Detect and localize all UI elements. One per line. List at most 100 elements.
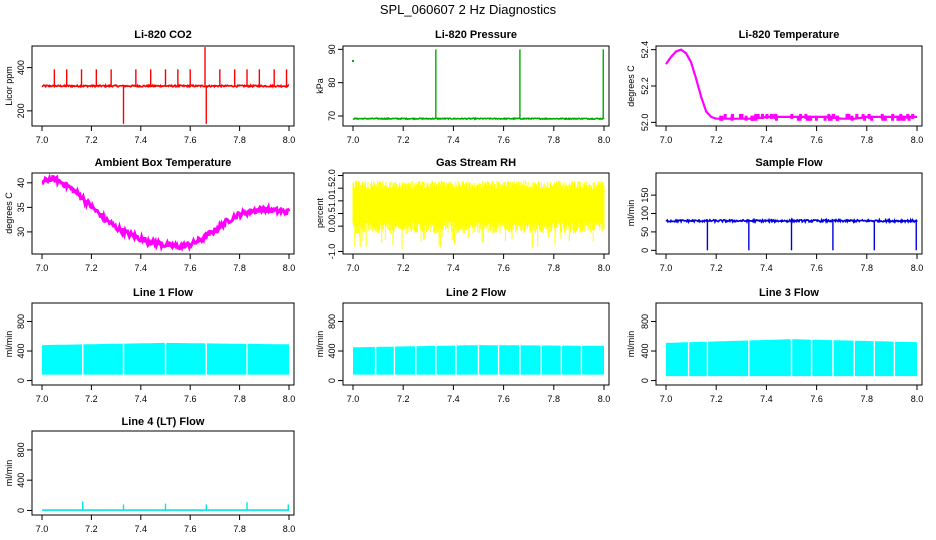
x-tick-label: 7.4 xyxy=(447,263,460,273)
rh-band xyxy=(352,180,605,249)
y-tick-label: -1.0 xyxy=(327,244,337,260)
series-step xyxy=(798,115,802,121)
series-step xyxy=(829,115,833,121)
panel-title: Line 1 Flow xyxy=(133,287,193,299)
y-tick-label: 100 xyxy=(640,206,650,221)
y-tick-label: 80 xyxy=(327,78,337,88)
x-tick-label: 7.0 xyxy=(36,135,49,145)
panel-line3-flow: Line 3 Flow ml/min 7.0 7.2 7.4 7.6 7.8 8.0 0 40… xyxy=(626,287,923,404)
series-sample_flow xyxy=(665,217,918,251)
x-tick-label: 7.6 xyxy=(184,394,197,404)
y-tick-label: 40 xyxy=(16,178,26,188)
series-line3 xyxy=(666,339,917,377)
plot-frame xyxy=(31,302,295,386)
y-tick-label: 400 xyxy=(16,344,26,359)
series-co2 xyxy=(41,47,290,124)
series-step xyxy=(867,113,871,119)
series-step xyxy=(831,113,835,119)
series-step xyxy=(847,113,851,119)
x-tick-label: 8.0 xyxy=(283,524,296,534)
y-tick-label: 800 xyxy=(16,442,26,457)
panel-ambient: Ambient Box Temperature degrees C 7.0 7.2… xyxy=(4,157,295,273)
series-step xyxy=(880,113,884,119)
x-tick-label: 8.0 xyxy=(598,135,611,145)
x-tick-label: 7.0 xyxy=(660,135,673,145)
x-tick-label: 7.2 xyxy=(397,135,410,145)
x-tick-label: 7.2 xyxy=(710,135,723,145)
x-tick-label: 8.0 xyxy=(911,394,924,404)
series-step xyxy=(850,115,854,121)
x-tick-label: 7.6 xyxy=(184,524,197,534)
y-axis-label: percent xyxy=(315,197,325,228)
series-line xyxy=(665,48,917,120)
x-tick-label: 7.0 xyxy=(36,394,49,404)
x-tick-label: 7.0 xyxy=(347,394,360,404)
x-tick-label: 7.4 xyxy=(447,394,460,404)
x-tick-label: 7.8 xyxy=(548,394,561,404)
y-tick-label: 150 xyxy=(640,188,650,203)
x-tick-label: 7.6 xyxy=(810,135,823,145)
x-tick-label: 7.6 xyxy=(497,394,510,404)
x-tick-label: 7.4 xyxy=(135,394,148,404)
x-tick-label: 8.0 xyxy=(283,135,296,145)
y-axis-label: Licor ppm xyxy=(4,66,14,106)
y-tick-label: 200 xyxy=(16,103,26,118)
series-step xyxy=(823,115,827,121)
series-line2 xyxy=(353,345,604,375)
page-title: SPL_060607 2 Hz Diagnostics xyxy=(380,2,557,17)
panel-rh: Gas Stream RH percent 7.0 7.2 7.4 7.6 7.8 8.0… xyxy=(315,157,610,273)
y-tick-label: 52.4 xyxy=(640,41,650,59)
series-step xyxy=(870,115,874,121)
series-step xyxy=(891,115,895,121)
series-step xyxy=(796,115,800,121)
y-tick-label: 800 xyxy=(16,314,26,329)
y-axis-label: ml/min xyxy=(4,331,14,358)
series-step xyxy=(756,113,760,119)
x-tick-label: 8.0 xyxy=(598,263,611,273)
x-tick-label: 7.0 xyxy=(347,263,360,273)
panel-pressure: Li-820 Pressure kPa 7.0 7.2 7.4 7.6 7.8 8.0 70… xyxy=(315,29,610,145)
panel-title: Ambient Box Temperature xyxy=(95,157,232,169)
series-step xyxy=(752,115,756,121)
panel-co2: Li-820 CO2 Licor ppm 7.0 7.2 7.4 7.6 7.8 8.0 2… xyxy=(4,29,295,145)
y-axis-label: ml/min xyxy=(4,460,14,487)
x-tick-label: 7.8 xyxy=(861,394,874,404)
x-tick-label: 7.6 xyxy=(184,263,197,273)
plot-frame xyxy=(342,45,610,127)
series-step xyxy=(861,113,865,119)
series-step xyxy=(773,113,777,119)
y-tick-label: 52.0 xyxy=(640,114,650,132)
x-tick-label: 7.8 xyxy=(233,524,246,534)
x-tick-label: 8.0 xyxy=(598,394,611,404)
series-step xyxy=(814,115,818,121)
x-tick-label: 7.2 xyxy=(397,394,410,404)
series-pressure xyxy=(352,49,605,121)
x-tick-label: 7.2 xyxy=(85,263,98,273)
y-tick-label: 1.0 xyxy=(327,195,337,208)
x-tick-label: 7.4 xyxy=(760,263,773,273)
series-step xyxy=(897,115,901,121)
plot-frame xyxy=(31,45,295,127)
series-step xyxy=(911,113,915,119)
x-tick-label: 7.4 xyxy=(135,263,148,273)
panel-title: Li-820 Temperature xyxy=(739,29,840,41)
x-tick-label: 7.2 xyxy=(85,135,98,145)
series-step xyxy=(774,115,778,121)
panel-temperature: Li-820 Temperature degrees C 7.0 7.2 7.4 7.… xyxy=(626,29,923,145)
series-step xyxy=(769,113,773,119)
x-tick-label: 7.6 xyxy=(810,394,823,404)
y-axis-label: degrees C xyxy=(4,192,14,234)
x-tick-label: 7.8 xyxy=(548,263,561,273)
series-rh xyxy=(352,180,605,249)
y-tick-label: 35 xyxy=(16,202,26,212)
y-axis-label: ml/min xyxy=(626,331,636,358)
y-tick-label: 0.5 xyxy=(327,207,337,220)
series-line xyxy=(41,173,291,253)
series-step xyxy=(855,113,859,119)
panel-title: Sample Flow xyxy=(755,157,823,169)
series-step xyxy=(835,115,839,121)
x-tick-label: 7.4 xyxy=(447,135,460,145)
x-tick-label: 7.6 xyxy=(184,135,197,145)
x-tick-label: 7.2 xyxy=(397,263,410,273)
